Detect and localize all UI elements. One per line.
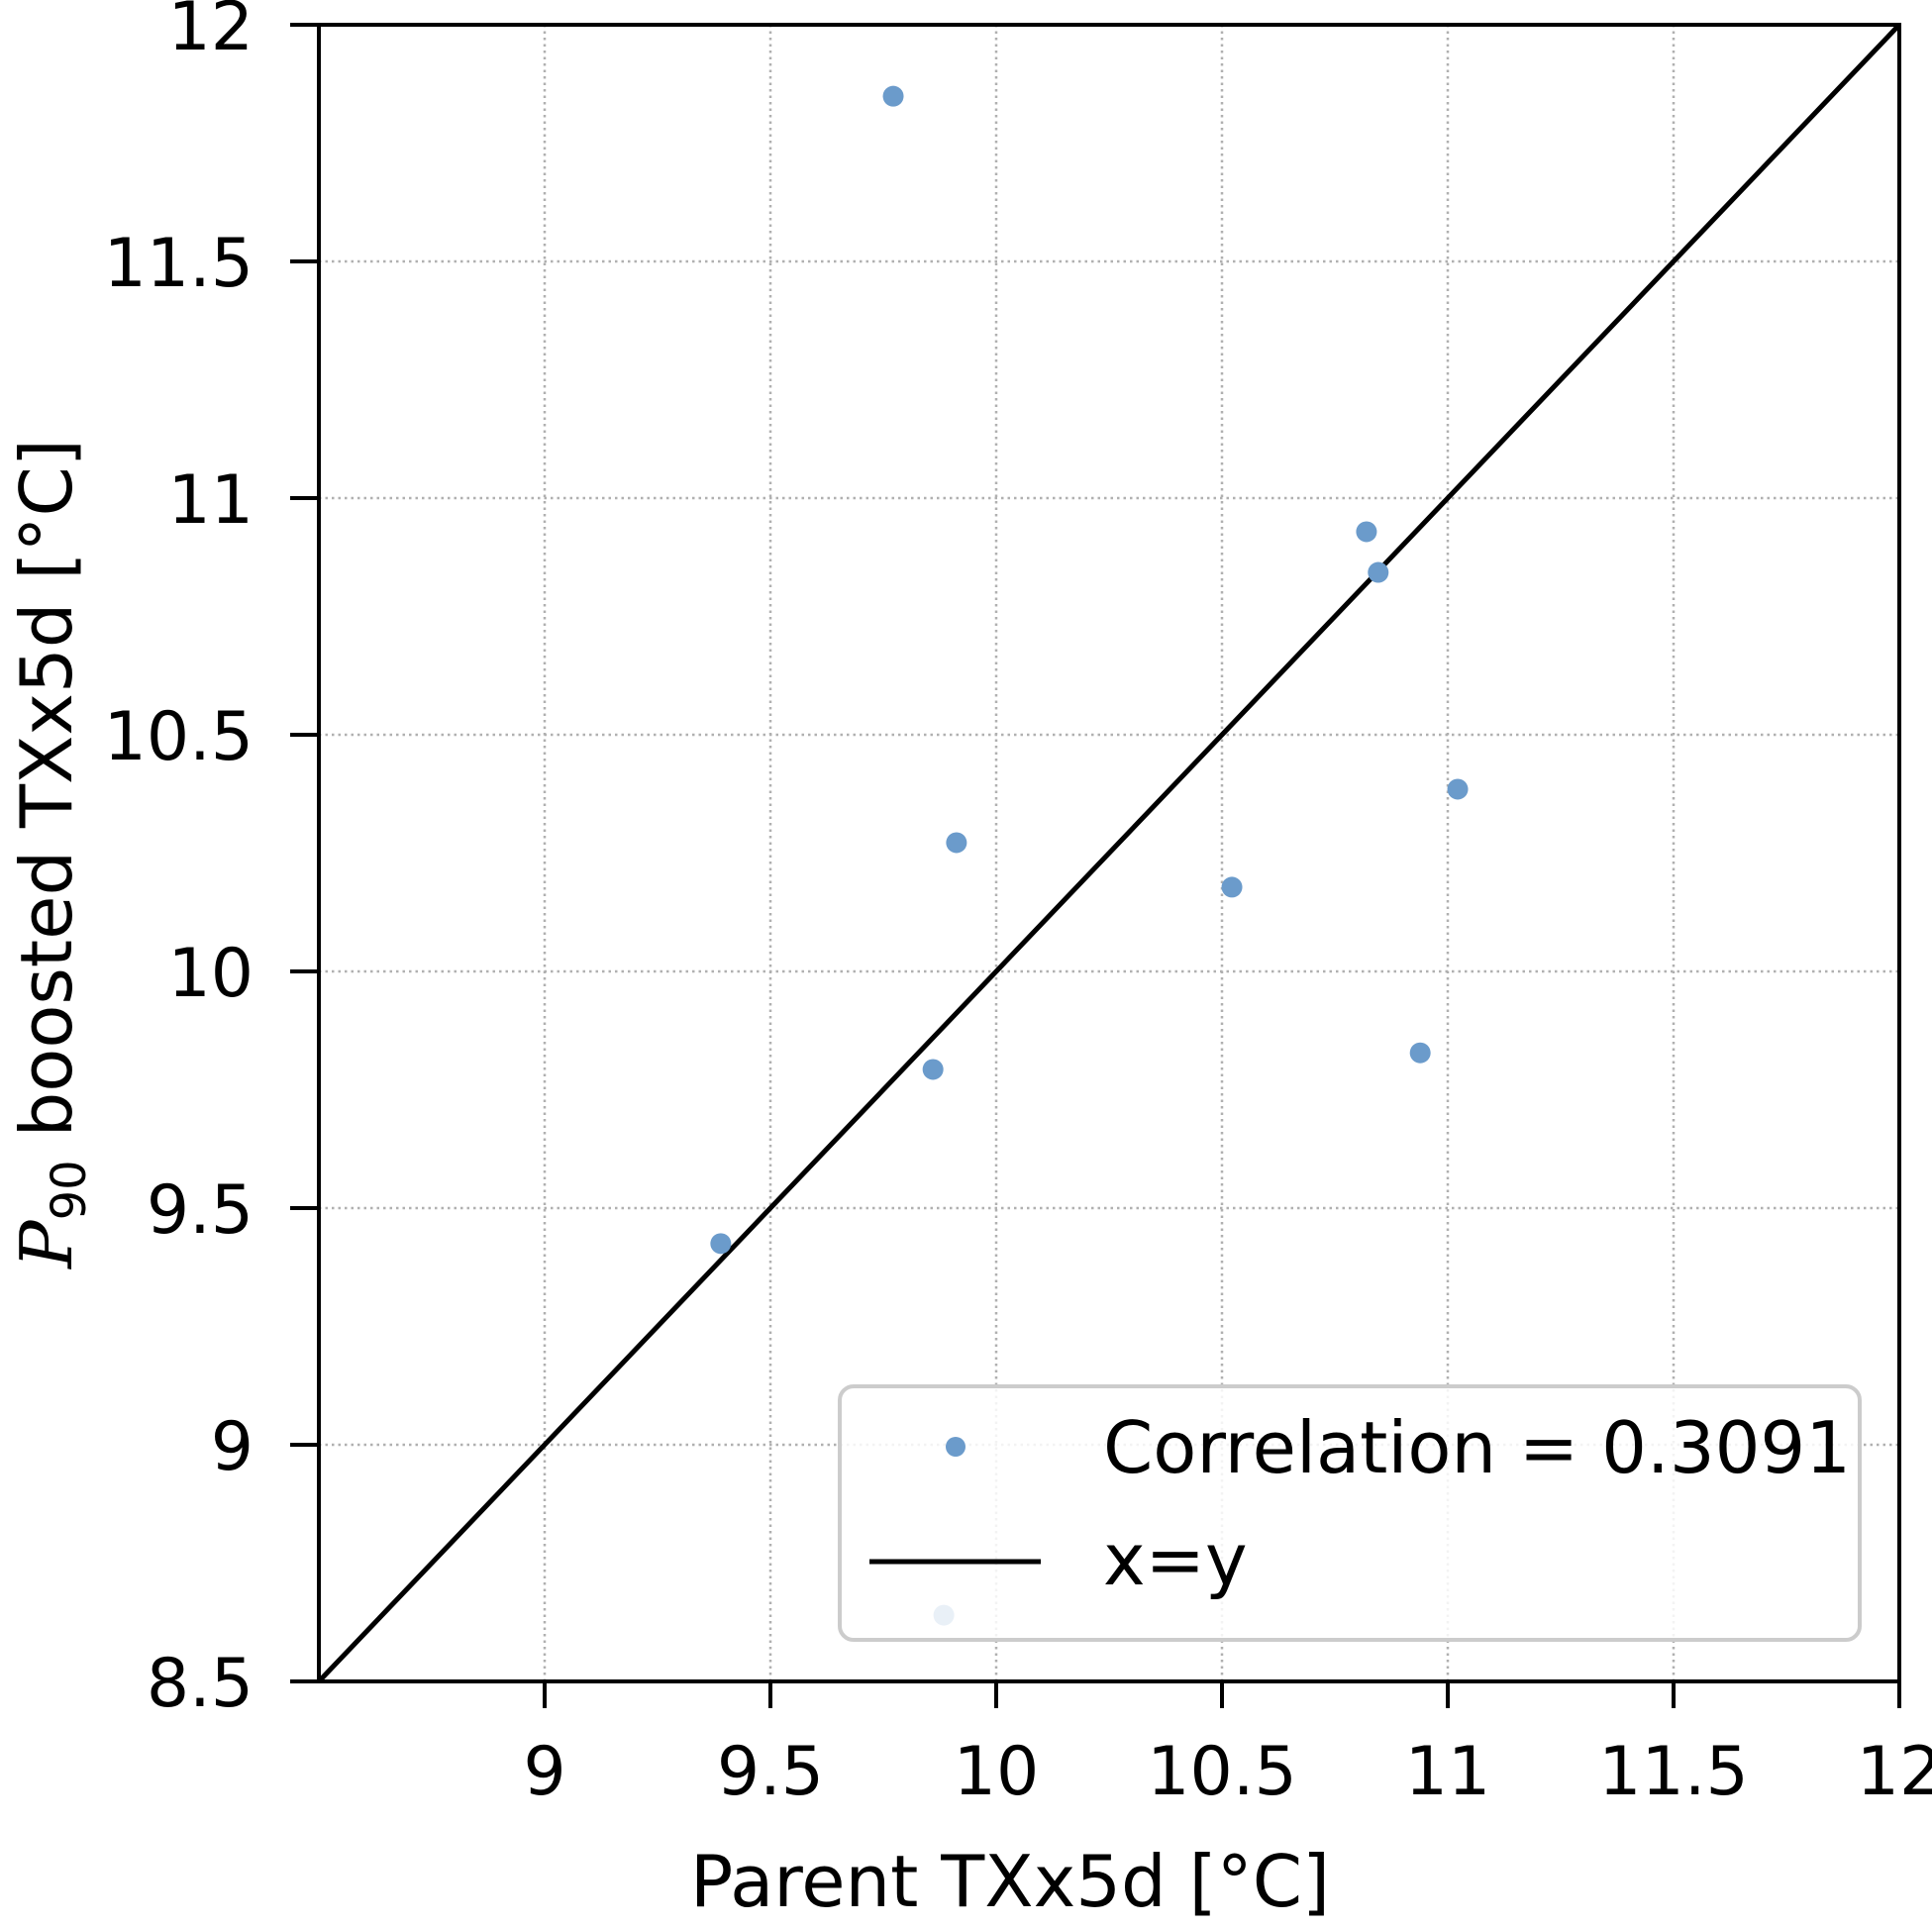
y-tick-label: 9 [211, 1408, 254, 1486]
y-tick-label: 11 [167, 461, 254, 540]
y-tick-label: 8.5 [147, 1645, 254, 1723]
x-tick-label: 9.5 [717, 1733, 824, 1811]
y-tick-label: 11.5 [104, 225, 254, 303]
data-point [710, 1233, 732, 1255]
y-axis-label-subscript: 90 [42, 1160, 97, 1220]
x-tick-label: 9 [523, 1733, 565, 1811]
legend-marker-dot [946, 1437, 966, 1457]
data-point [882, 85, 904, 107]
legend-label-xy: x=y [1103, 1518, 1248, 1601]
x-axis-ticks: 9 9.5 10 10.5 11 11.5 12 [523, 1681, 1932, 1811]
axes-frame [317, 23, 1901, 1683]
xy-line-layer [317, 23, 1901, 1683]
x-axis-label: Parent TXx5d [°C] [690, 1840, 1330, 1923]
data-point [1221, 876, 1243, 898]
legend-label-correlation: Correlation = 0.3091 [1103, 1406, 1851, 1489]
legend-box [838, 1384, 1862, 1642]
x-tick-label: 10 [954, 1733, 1040, 1811]
y-tick-label: 9.5 [147, 1171, 254, 1250]
data-point [1368, 561, 1389, 583]
plot-frame [317, 23, 1901, 1683]
x-tick-label: 10.5 [1147, 1733, 1296, 1811]
data-point [1409, 1042, 1431, 1064]
y-axis-ticks: 8.5 9 9.5 10 10.5 11 11.5 12 [104, 0, 319, 1723]
data-point [1356, 521, 1377, 543]
identity-line [317, 23, 1901, 1683]
x-tick-label: 11 [1405, 1733, 1491, 1811]
data-point [946, 832, 967, 854]
y-axis-label-p: P [5, 1219, 88, 1270]
data-point [1447, 778, 1469, 800]
x-tick-label: 11.5 [1598, 1733, 1748, 1811]
data-point [922, 1059, 944, 1080]
y-tick-label: 10 [167, 935, 254, 1013]
y-tick-label: 12 [167, 0, 254, 66]
y-axis-label-rest: boosted TXx5d [°C] [5, 439, 88, 1160]
y-axis-label: P90 boosted TXx5d [°C] [5, 439, 97, 1270]
legend: Correlation = 0.3091 x=y [838, 1384, 1862, 1642]
x-tick-label: 12 [1857, 1733, 1932, 1811]
y-tick-label: 10.5 [104, 698, 254, 776]
